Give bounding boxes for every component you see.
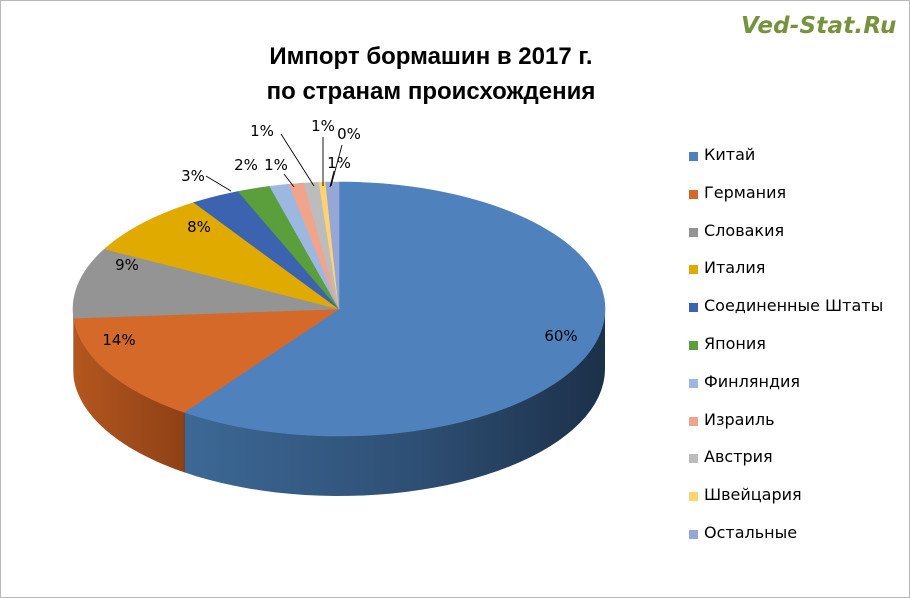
legend-swatch [689,529,698,539]
legend-label: Словакия [704,220,785,240]
slice-2 [72,248,340,319]
side-wall-1 [73,318,185,473]
legend-label: Остальные [704,522,798,542]
legend-label: Швейцария [704,485,802,505]
legend-item: Остальные [689,522,904,560]
data-label-2: 9% [115,256,139,274]
leader-lines [205,133,343,192]
legend-swatch [689,227,698,237]
data-label-6: 1% [264,156,288,174]
data-label-1: 14% [102,331,135,349]
data-label-3: 8% [187,218,211,236]
legend-swatch [689,492,698,502]
leader-line-4 [205,175,232,192]
legend-item: Китай [689,144,904,182]
slice-0 [183,181,606,437]
legend-label: Соединенные Штаты [704,296,884,316]
legend: Китай Германия Словакия Италия Соединенные Ш… [689,144,904,560]
legend-label: Финляндия [704,371,801,391]
legend-label: Япония [704,333,766,353]
chart-title-line-2: по странам происхождения [266,78,596,105]
chart-title-line-1: Импорт бормашин в 2017 г. [269,43,593,70]
data-label-7: 1% [250,122,274,140]
chart-title: Импорт бормашин в 2017 г. по странам про… [181,39,681,109]
legend-item: Израиль [689,409,904,447]
leader-line-9 [330,144,343,187]
leader-line-10 [329,170,335,188]
legend-item: Финляндия [689,371,904,409]
slice-3 [103,202,340,310]
data-labels: 60%14%9%8%3%2% 1%1% 1% 0%1% [102,117,577,349]
legend-label: Италия [704,258,766,278]
watermark: Ved-Stat.Ru [741,13,897,39]
data-label-10: 1% [327,154,351,172]
legend-item: Соединенные Штаты [689,295,904,333]
legend-item: Швейцария [689,484,904,522]
legend-item: Австрия [689,446,904,484]
pie-sides [73,309,605,496]
legend-swatch [689,378,698,388]
legend-label: Китай [704,145,756,164]
legend-swatch [689,189,698,199]
legend-swatch [689,265,698,275]
legend-swatch [689,152,698,161]
data-label-4: 3% [181,167,205,185]
data-label-5: 2% [234,156,258,174]
legend-label: Австрия [704,447,773,467]
data-label-9: 0% [337,125,361,143]
legend-label: Германия [704,182,787,202]
legend-item: Италия [689,257,904,295]
legend-swatch [689,454,698,464]
data-label-0: 60% [544,327,577,345]
slice-1 [73,308,341,413]
leader-line-6 [283,173,295,188]
legend-label: Израиль [704,409,775,429]
side-wall-2 [73,309,74,379]
data-label-8: 1% [311,117,335,135]
legend-swatch [689,303,698,313]
legend-item: Словакия [689,220,904,258]
slice-4 [193,191,340,310]
pie-slices [72,181,606,437]
legend-item: Япония [689,333,904,371]
legend-swatch [689,340,698,350]
side-wall-0 [184,309,605,496]
legend-item: Германия [689,182,904,220]
leader-line-7 [280,133,315,187]
legend-swatch [689,416,698,426]
